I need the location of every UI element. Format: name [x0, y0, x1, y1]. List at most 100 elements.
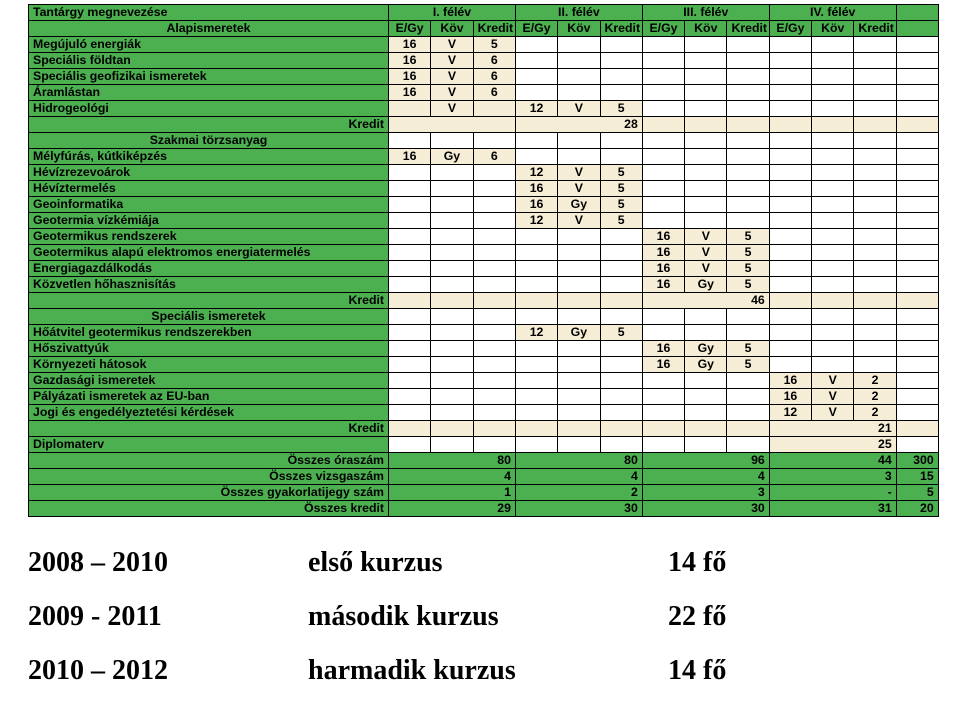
s3-cell: 5 — [727, 261, 769, 277]
s4-cell — [812, 181, 854, 197]
s1-cell: 16 — [389, 149, 431, 165]
s2-cell — [515, 437, 557, 453]
s1-cell — [431, 437, 473, 453]
s2-cell: V — [558, 213, 600, 229]
row-total-blank — [896, 245, 938, 261]
s3-cell: 16 — [642, 357, 684, 373]
s2-cell: V — [558, 165, 600, 181]
row-name: Hévíztermelés — [29, 181, 389, 197]
header-row-1: Tantárgy megnevezése I. félév II. félév … — [29, 5, 939, 21]
s1-cell — [431, 293, 473, 309]
row-total-blank — [896, 101, 938, 117]
s4-cell — [812, 309, 854, 325]
s4-cell — [854, 133, 896, 149]
s1-cell: V — [431, 85, 473, 101]
s2-cell — [515, 373, 557, 389]
row-total-blank — [896, 37, 938, 53]
s3-cell: 5 — [727, 341, 769, 357]
s3-kredit: Kredit — [727, 21, 769, 37]
s2-cell — [600, 405, 642, 421]
baseline-header: Alapismeretek — [29, 21, 389, 37]
summary-count: 14 fő — [668, 655, 768, 687]
s2-cell — [558, 149, 600, 165]
summary-list: 2008 – 2010 első kurzus 14 fő 2009 - 201… — [28, 547, 940, 687]
table-row: Geotermikus rendszerek16V5 — [29, 229, 939, 245]
s3-cell — [685, 53, 727, 69]
s2-cell — [558, 229, 600, 245]
row-name: Szakmai törzsanyag — [29, 133, 389, 149]
row-total-blank — [896, 389, 938, 405]
s4-cell — [854, 325, 896, 341]
s2-cell: V — [558, 101, 600, 117]
s1-cell — [389, 101, 431, 117]
row-total-blank — [896, 261, 938, 277]
s3-cell — [642, 437, 684, 453]
row-total-blank — [896, 69, 938, 85]
totals-sem4: 44 — [769, 453, 896, 469]
row-name: Kredit — [29, 421, 389, 437]
s3-cell: V — [685, 229, 727, 245]
total-blank — [896, 5, 938, 21]
s3-cell — [642, 405, 684, 421]
s1-cell — [431, 261, 473, 277]
totals-sem4: - — [769, 485, 896, 501]
row-total-blank — [896, 437, 938, 453]
s2-cell — [515, 53, 557, 69]
s2-cell — [600, 245, 642, 261]
s3-cell — [642, 197, 684, 213]
s2-cell — [558, 261, 600, 277]
s1-cell — [389, 133, 431, 149]
row-total-blank — [896, 277, 938, 293]
s1-cell — [389, 197, 431, 213]
s1-kredit: Kredit — [473, 21, 515, 37]
s1-cell — [473, 389, 515, 405]
row-name: Közvetlen hőhasznisítás — [29, 277, 389, 293]
s1-cell — [473, 357, 515, 373]
s2-cell: 12 — [515, 165, 557, 181]
row-total-blank — [896, 117, 938, 133]
s4-cell — [854, 245, 896, 261]
s3-cell: V — [685, 245, 727, 261]
total-blank-2 — [896, 21, 938, 37]
s4-cell — [769, 181, 811, 197]
s2-cell: 12 — [515, 213, 557, 229]
s1-cell — [389, 389, 431, 405]
s4-cell: V — [812, 405, 854, 421]
totals-name: Összes óraszám — [29, 453, 389, 469]
s4-cell: 16 — [769, 389, 811, 405]
s3-cell — [642, 325, 684, 341]
s4-cell: 12 — [769, 405, 811, 421]
s3-cell — [642, 37, 684, 53]
sem3-header: III. félév — [642, 5, 769, 21]
s4-cell — [769, 213, 811, 229]
s4-cell — [769, 309, 811, 325]
s4-cell — [769, 149, 811, 165]
s1-cell — [431, 245, 473, 261]
s1-cell — [389, 309, 431, 325]
s3-cell — [685, 325, 727, 341]
s4-cell — [854, 117, 896, 133]
s3-cell: Gy — [685, 277, 727, 293]
s1-cell — [431, 277, 473, 293]
s1-cell: 6 — [473, 149, 515, 165]
s1-cell — [389, 421, 431, 437]
s4-cell — [854, 293, 896, 309]
s1-cell — [473, 437, 515, 453]
totals-sem1: 1 — [389, 485, 516, 501]
row-total-blank — [896, 373, 938, 389]
s2-cell — [600, 357, 642, 373]
s1-cell — [431, 421, 473, 437]
s2-cell: 5 — [600, 213, 642, 229]
totals-sem2: 2 — [515, 485, 642, 501]
row-name: Diplomaterv — [29, 437, 389, 453]
s2-cell — [600, 389, 642, 405]
s4-cell — [769, 229, 811, 245]
totals-sem2: 4 — [515, 469, 642, 485]
s1-cell — [431, 341, 473, 357]
totals-name: Összes vizsgaszám — [29, 469, 389, 485]
s3-cell — [685, 421, 727, 437]
s1-cell — [389, 181, 431, 197]
summary-years: 2008 – 2010 — [28, 547, 308, 579]
s1-cell — [473, 101, 515, 117]
row-name: Környezeti hátosok — [29, 357, 389, 373]
